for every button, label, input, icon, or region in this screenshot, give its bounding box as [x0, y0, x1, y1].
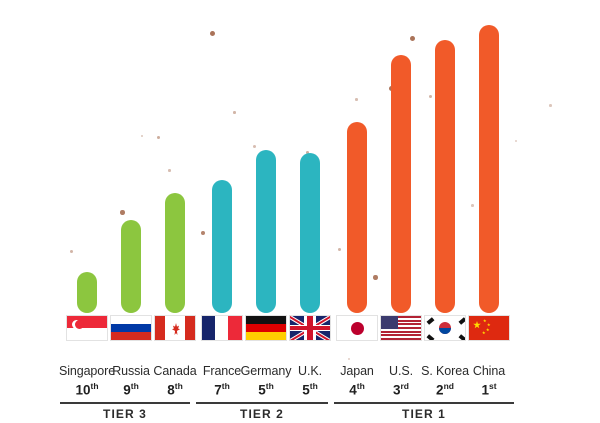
flag-cell-skorea: [424, 315, 466, 341]
flag-china-icon: [468, 315, 510, 341]
flag-cell-china: [468, 315, 510, 341]
decorative-dot: [157, 136, 160, 139]
country-label-russia: Russia: [112, 364, 150, 378]
flag-south-korea-icon: [424, 315, 466, 341]
flag-united-kingdom-icon: [289, 315, 331, 341]
rank-label-skorea: 2nd: [436, 380, 454, 398]
rank-label-us: 3rd: [392, 380, 409, 398]
rank-label-canada: 8th: [167, 380, 183, 398]
bar-china: [479, 25, 499, 313]
decorative-dot: [355, 98, 358, 101]
rank-label-russia: 9th: [123, 380, 139, 398]
flag-cell-russia: [110, 315, 152, 341]
country-label-us: U.S.: [389, 364, 413, 378]
decorative-dot: [373, 275, 378, 280]
flag-singapore-icon: [66, 315, 108, 341]
bar-canada: [165, 193, 185, 313]
decorative-dot: [253, 145, 256, 148]
flag-canada-icon: [154, 315, 196, 341]
country-label-uk: U.K.: [298, 364, 322, 378]
decorative-dot: [515, 140, 517, 142]
tier-rule-tier1: [334, 402, 514, 404]
tier-label-tier1: TIER 1: [402, 407, 446, 421]
rank-label-uk: 5th: [302, 380, 318, 398]
tier-label-tier2: TIER 2: [240, 407, 284, 421]
flag-cell-canada: [154, 315, 196, 341]
decorative-dot: [549, 104, 552, 107]
flag-cell-singapore: [66, 315, 108, 341]
bar-france: [212, 180, 232, 313]
rank-label-germany: 5th: [258, 380, 274, 398]
decorative-dot: [410, 36, 415, 41]
flag-cell-japan: [336, 315, 378, 341]
country-label-germany: Germany: [240, 364, 292, 378]
tier-rule-tier3: [60, 402, 190, 404]
decorative-dot: [168, 169, 171, 172]
decorative-dot: [233, 111, 236, 114]
decorative-dot: [201, 231, 205, 235]
bar-germany: [256, 150, 276, 313]
decorative-dot: [348, 358, 350, 360]
tier-rule-tier2: [196, 402, 328, 404]
flag-cell-us: [380, 315, 422, 341]
decorative-dot: [306, 151, 309, 154]
bar-u-k-: [300, 153, 320, 313]
decorative-dot: [210, 31, 215, 36]
country-label-china: China: [472, 364, 506, 378]
flag-united-states-icon: [380, 315, 422, 341]
decorative-dot: [120, 210, 125, 215]
rank-label-france: 7th: [214, 380, 230, 398]
decorative-dot: [338, 248, 341, 251]
decorative-dot: [429, 95, 432, 98]
bar-japan: [347, 122, 367, 313]
country-label-japan: Japan: [340, 364, 374, 378]
flag-japan-icon: [336, 315, 378, 341]
bar-singapore: [77, 272, 97, 313]
flag-germany-icon: [245, 315, 287, 341]
country-label-france: France: [202, 364, 242, 378]
flag-france-icon: [201, 315, 243, 341]
country-label-skorea: S. Korea: [421, 364, 469, 378]
decorative-dot: [471, 204, 474, 207]
flag-cell-france: [201, 315, 243, 341]
flag-cell-uk: [289, 315, 331, 341]
flag-cell-germany: [245, 315, 287, 341]
tier-label-tier3: TIER 3: [103, 407, 147, 421]
country-label-canada: Canada: [153, 364, 197, 378]
rank-label-singapore: 10th: [75, 380, 99, 398]
country-label-singapore: Singapore: [58, 364, 116, 378]
flag-russia-icon: [110, 315, 152, 341]
rank-label-japan: 4th: [349, 380, 365, 398]
decorative-dot: [141, 135, 143, 137]
decorative-dot: [70, 250, 73, 253]
bar-russia: [121, 220, 141, 313]
rank-label-china: 1st: [481, 380, 497, 398]
bar-u-s-: [391, 55, 411, 313]
bar-s--korea: [435, 40, 455, 313]
